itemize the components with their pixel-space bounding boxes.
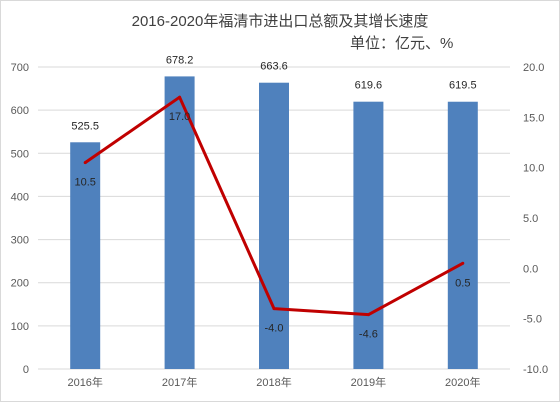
bar-series (70, 76, 478, 369)
unit-label: 单位：亿元、% (350, 35, 454, 52)
x-tick-label: 2020年 (445, 375, 480, 389)
x-tick-label: 2019年 (351, 375, 386, 389)
line-point (366, 313, 370, 317)
y-left-tick-label: 300 (11, 235, 29, 247)
line-point (461, 261, 465, 265)
line-series (83, 95, 465, 317)
line-point (178, 95, 182, 99)
y-right-tick-label: 15.0 (523, 112, 544, 124)
bar (447, 101, 478, 369)
x-tick-label: 2016年 (67, 375, 102, 389)
y-right-tick-label: -5.0 (523, 314, 542, 326)
bar (259, 82, 289, 369)
line-value-label: -4.6 (359, 329, 378, 341)
line-value-label: 17.0 (169, 111, 190, 123)
y-right-tick-label: 20.0 (523, 62, 544, 74)
y-left-tick-label: 600 (11, 105, 29, 117)
data-labels: 525.5 678.2 663.6 619.6 619.5 10.5 17.0 -4.0 -4.… (71, 54, 476, 340)
x-tick-label: 2017年 (162, 375, 197, 389)
y-right-tick-label: 5.0 (523, 213, 538, 225)
y-left-tick-label: 100 (11, 321, 29, 333)
line-value-label: -4.0 (265, 323, 284, 335)
bar-value-label: 619.6 (355, 80, 383, 92)
bar (164, 76, 195, 369)
axis-ticks: 0 100 200 300 400 500 600 700 -10.0 -5.0 0.0 5.0 10.… (11, 62, 548, 389)
y-right-tick-label: 0.0 (523, 263, 538, 275)
y-left-tick-label: 200 (11, 278, 29, 290)
line-value-label: 10.5 (74, 177, 95, 189)
y-right-tick-label: -10.0 (523, 364, 548, 376)
y-right-tick-label: 10.0 (523, 163, 544, 175)
y-left-tick-label: 0 (23, 364, 29, 376)
y-left-tick-label: 500 (11, 148, 29, 160)
chart-title: 2016-2020年福清市进出口总额及其增长速度 (131, 13, 429, 30)
x-tick-label: 2018年 (256, 375, 291, 389)
y-left-tick-label: 400 (11, 191, 29, 203)
line-value-label: 0.5 (455, 277, 470, 289)
y-left-tick-label: 700 (11, 62, 29, 74)
bar-value-label: 619.5 (449, 80, 477, 92)
bar (70, 142, 101, 369)
bar-value-label: 678.2 (166, 54, 194, 66)
bar-value-label: 525.5 (71, 120, 99, 132)
bar-value-label: 663.6 (260, 61, 288, 73)
line-point (83, 161, 87, 165)
bar (353, 101, 384, 369)
line-point (272, 307, 276, 311)
